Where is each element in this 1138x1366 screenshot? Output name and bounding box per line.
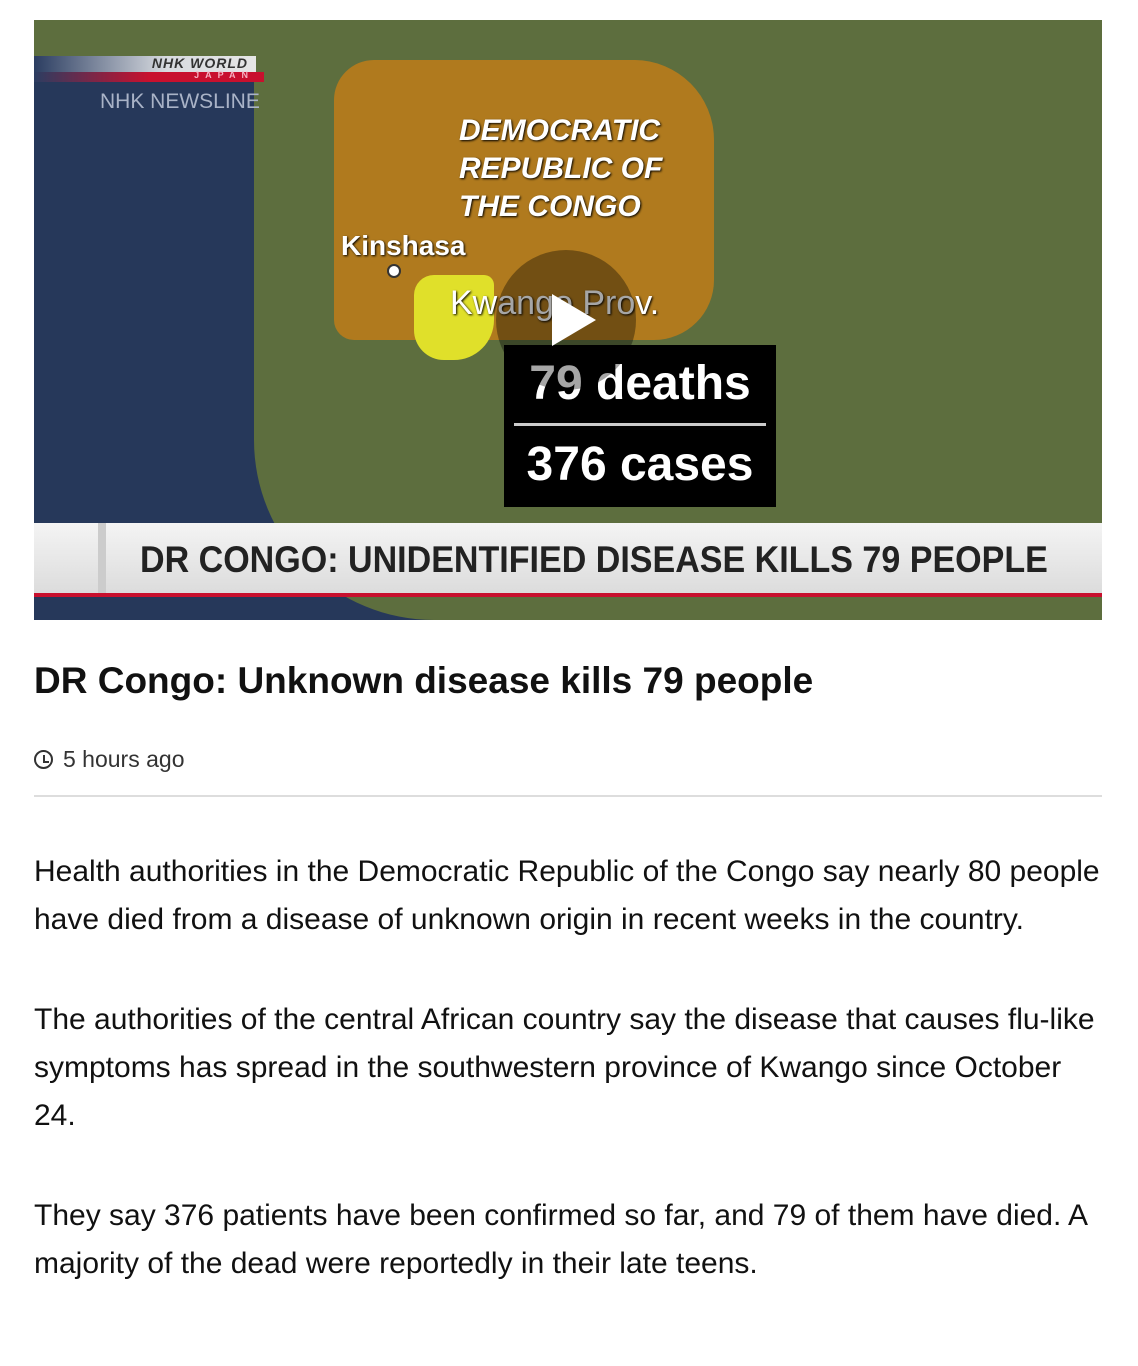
paragraph: They say 376 patients have been confirme… xyxy=(34,1199,1087,1280)
map-land-west xyxy=(34,20,494,60)
clock-icon xyxy=(34,750,53,769)
nhk-logo-sub: JAPAN xyxy=(34,70,264,82)
divider xyxy=(514,423,766,426)
country-label: DEMOCRATIC REPUBLIC OF THE CONGO xyxy=(459,114,663,223)
cases-stat: 376 cases xyxy=(526,438,754,491)
divider xyxy=(34,795,1102,797)
news-ticker: DR CONGO: UNIDENTIFIED DISEASE KILLS 79 … xyxy=(34,523,1102,597)
map-kwango xyxy=(414,275,494,360)
article-title: DR Congo: Unknown disease kills 79 peopl… xyxy=(34,660,814,701)
paragraph: Health authorities in the Democratic Rep… xyxy=(34,855,1100,936)
map-drc xyxy=(334,60,714,340)
nhk-logo: NHK WORLD xyxy=(34,55,256,72)
program-name: NHK NEWSLINE xyxy=(100,90,260,113)
deaths-stat: 79 deaths xyxy=(529,357,751,410)
article-body: Health authorities in the Democratic Rep… xyxy=(34,848,1104,1340)
play-icon[interactable] xyxy=(496,250,636,390)
capital-label: Kinshasa xyxy=(341,230,466,261)
paragraph: The authorities of the central African c… xyxy=(34,1003,1095,1132)
timestamp: 5 hours ago xyxy=(34,746,184,773)
video-player[interactable]: NHK WORLD JAPAN NHK NEWSLINE DEMOCRATIC … xyxy=(34,20,1102,620)
stats-box: 79 deaths 376 cases xyxy=(504,345,776,507)
capital-marker xyxy=(387,264,401,278)
